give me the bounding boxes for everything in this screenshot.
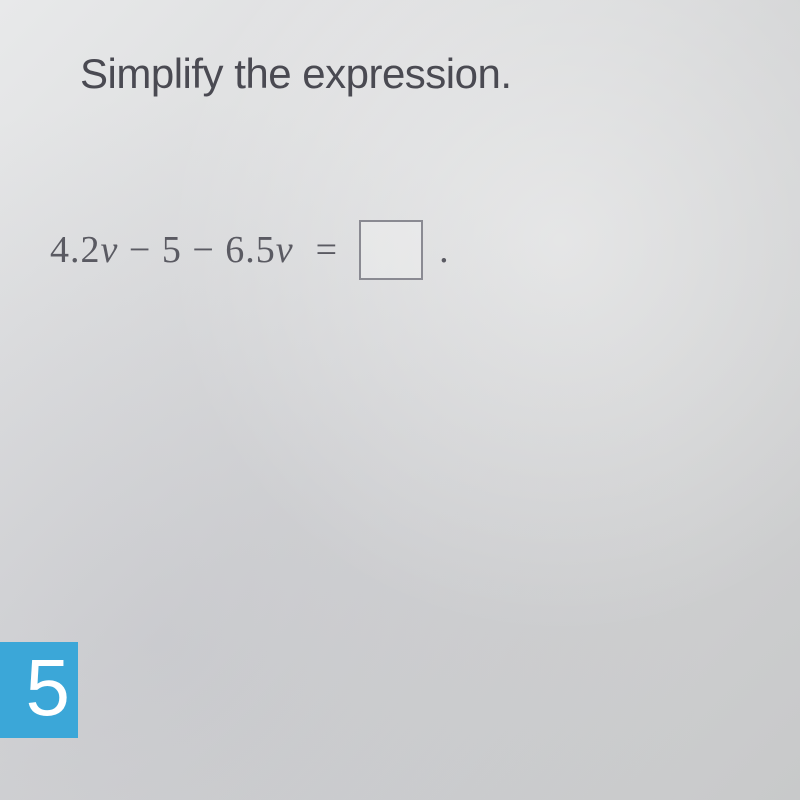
var2: v (276, 229, 294, 271)
expression-terminator: . (439, 228, 449, 272)
equation-row: 4.2v − 5 − 6.5v = . (50, 220, 449, 280)
var1: v (101, 229, 119, 271)
coef2: 6.5 (225, 229, 276, 271)
op1: − (129, 229, 151, 271)
background-gradient (0, 0, 800, 800)
answer-input-box[interactable] (359, 220, 423, 280)
coef1: 4.2 (50, 229, 101, 271)
equals-sign: = (316, 228, 337, 272)
expression-text: 4.2v − 5 − 6.5v (50, 228, 294, 272)
instruction-text: Simplify the expression. (80, 50, 512, 98)
question-number-badge: 5 (0, 642, 78, 738)
badge-number: 5 (26, 642, 71, 734)
op2: − (192, 229, 214, 271)
const1: 5 (162, 229, 182, 271)
